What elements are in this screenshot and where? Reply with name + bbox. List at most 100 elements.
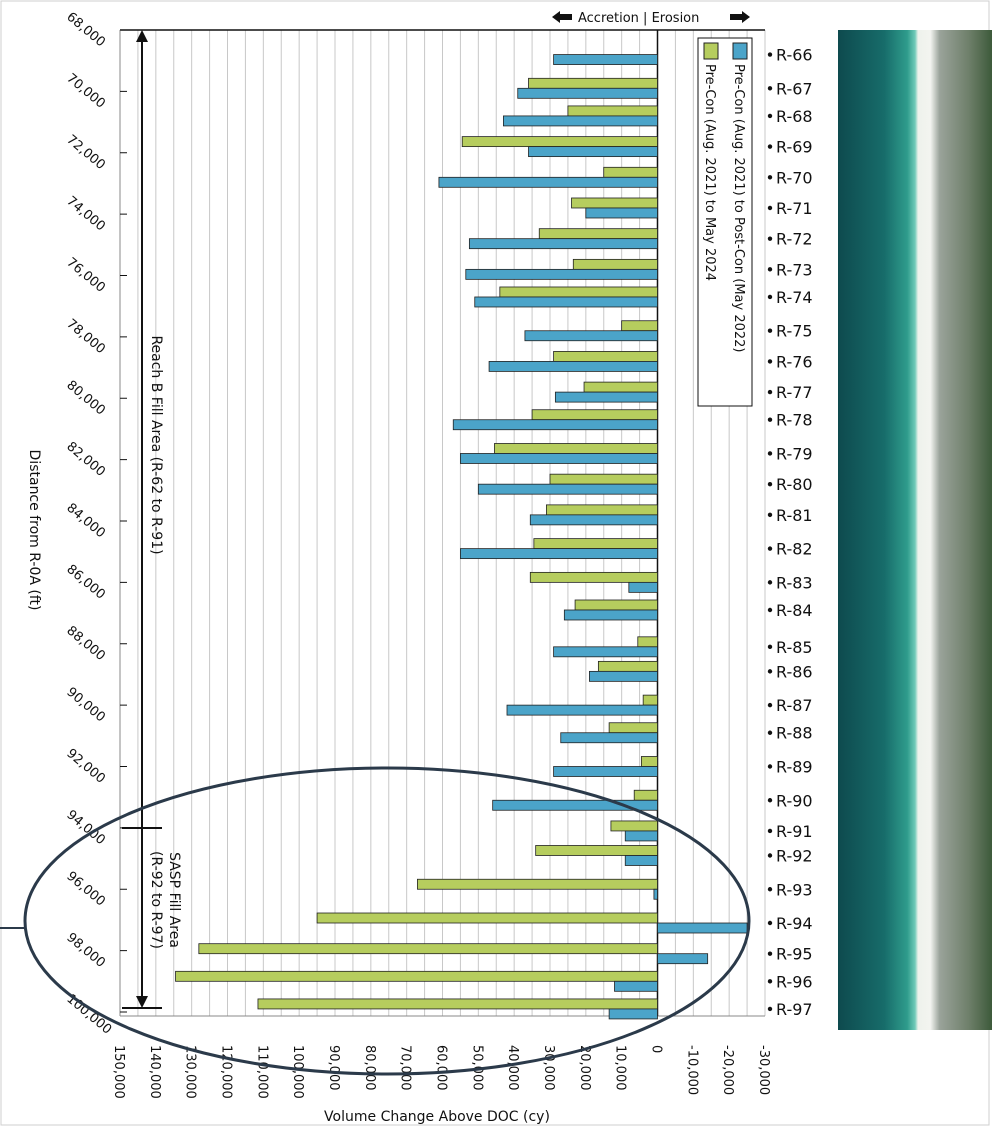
bar	[614, 980, 658, 992]
monument-label: R-73	[776, 260, 813, 279]
bar	[608, 722, 658, 734]
bullet	[767, 417, 773, 422]
bar	[640, 756, 658, 767]
value-tick-label: 40,000	[505, 1045, 520, 1091]
monument-label: R-88	[776, 724, 813, 743]
bar	[535, 845, 658, 856]
bar	[533, 538, 658, 550]
monument-label: R-78	[776, 411, 813, 430]
monument-label: R-71	[776, 199, 813, 218]
bullet	[767, 236, 773, 241]
bar	[438, 176, 658, 188]
monument-label: R-66	[776, 46, 813, 65]
value-tick-label: 140,000	[147, 1045, 162, 1099]
value-tick-label: 70,000	[398, 1045, 413, 1091]
bar	[529, 571, 658, 583]
bar	[460, 548, 658, 560]
bar	[589, 670, 658, 682]
bar	[572, 258, 658, 270]
bullet	[767, 798, 773, 803]
monument-label: R-70	[776, 168, 813, 187]
value-tick-label: 130,000	[183, 1045, 198, 1099]
legend-label: Pre-Con (Aug. 2021) to Post-Con (May 202…	[731, 64, 746, 352]
bar	[488, 361, 658, 372]
bar	[528, 77, 658, 89]
value-tick-label: 100,000	[290, 1045, 305, 1099]
bullet	[767, 951, 773, 956]
sasp-label: (R-92 to R-97)	[148, 851, 164, 949]
bar	[546, 504, 658, 516]
bar	[637, 636, 658, 648]
bar	[531, 409, 658, 421]
bar	[198, 943, 658, 955]
bar	[460, 453, 658, 464]
bar	[610, 820, 658, 832]
bullet	[767, 669, 773, 674]
value-tick-label: -10,000	[684, 1045, 699, 1095]
monument-label: R-81	[776, 506, 813, 525]
monument-label: R-91	[776, 822, 813, 841]
bar	[574, 599, 658, 611]
bullet	[767, 546, 773, 551]
legend-swatch	[732, 42, 748, 60]
bar	[257, 998, 658, 1010]
bar	[461, 136, 658, 148]
monument-label: R-74	[776, 288, 813, 307]
bar	[628, 581, 658, 593]
bar	[657, 922, 748, 934]
value-tick-label: 150,000	[111, 1045, 126, 1099]
bar	[553, 766, 658, 777]
x-axis-title: Distance from R-0A (ft)	[26, 450, 42, 611]
monument-label: R-97	[776, 1000, 813, 1019]
monument-label: R-96	[776, 972, 813, 991]
bullet	[767, 175, 773, 180]
bullet	[767, 644, 773, 650]
bullet	[767, 86, 773, 91]
direction-label: Accretion | Erosion	[552, 11, 750, 26]
bar	[316, 912, 658, 924]
bullet	[767, 730, 773, 735]
bar	[549, 473, 658, 485]
value-tick-label: 80,000	[362, 1045, 377, 1091]
bar	[583, 381, 658, 393]
bullet	[767, 451, 773, 456]
monument-label: R-89	[776, 758, 813, 777]
bullet	[767, 887, 773, 892]
monument-label: R-92	[776, 846, 813, 865]
bar	[603, 166, 658, 178]
bar	[585, 207, 658, 219]
value-tick-label: 110,000	[254, 1045, 269, 1099]
monument-label: R-69	[776, 138, 813, 157]
monument-label: R-86	[776, 662, 813, 681]
monument-label: R-80	[776, 475, 813, 494]
legend-box	[697, 37, 753, 407]
monument-label: R-82	[776, 540, 813, 559]
bar	[499, 286, 658, 298]
bullet	[767, 481, 773, 487]
value-tick-label: 60,000	[434, 1045, 449, 1091]
bar	[553, 351, 658, 362]
bar	[571, 197, 658, 209]
bar	[553, 646, 658, 658]
bar	[567, 105, 658, 117]
monument-label: R-95	[776, 945, 813, 964]
bar	[597, 660, 658, 672]
reach-bracket	[122, 30, 162, 1009]
value-tick-label: 90,000	[326, 1045, 341, 1091]
bar	[492, 799, 658, 811]
bullet	[767, 1006, 773, 1012]
monument-label: R-67	[776, 79, 813, 98]
bullet	[767, 979, 773, 984]
bullet	[767, 828, 773, 834]
monument-label: R-75	[776, 322, 813, 341]
legend-swatch	[703, 42, 719, 60]
bullet	[767, 702, 773, 708]
bullet	[767, 512, 773, 518]
bullet	[767, 764, 773, 769]
bar	[175, 970, 658, 982]
bullet	[767, 144, 773, 149]
bar	[608, 1008, 658, 1020]
monument-label: R-84	[776, 601, 813, 620]
